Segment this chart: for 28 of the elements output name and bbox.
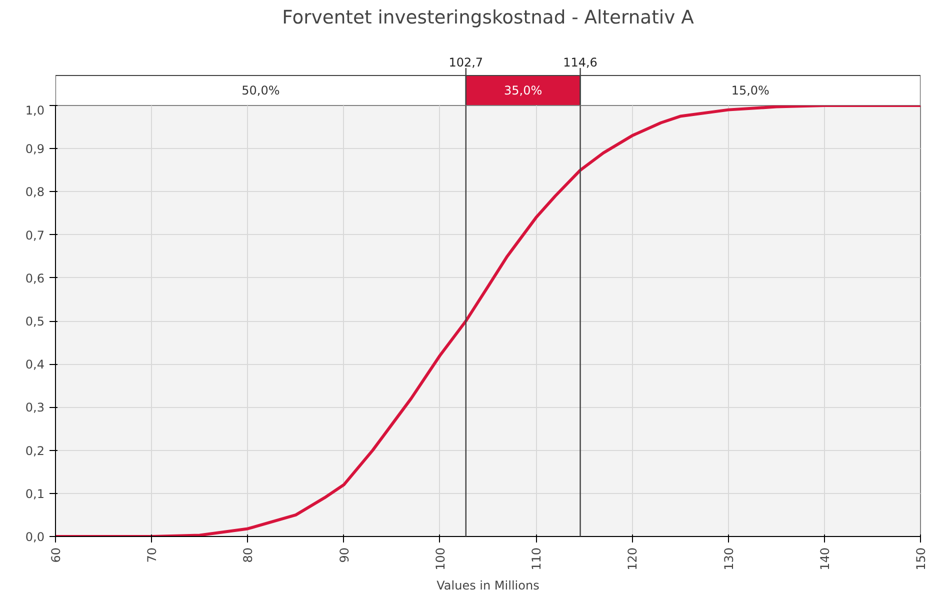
x-tick-label: 80 xyxy=(241,547,256,563)
text: 35,0% xyxy=(504,84,542,98)
text: 15,0% xyxy=(731,84,770,98)
x-tick-label: 110 xyxy=(530,548,544,570)
ref-line-label: 102,7 xyxy=(448,56,484,70)
text: 50,0% xyxy=(242,84,280,98)
y-tick-label: 0,6 xyxy=(25,271,45,286)
x-tick-label: 120 xyxy=(626,548,640,570)
x-tick-label: 90 xyxy=(337,547,352,563)
x-tick-label: 140 xyxy=(818,548,832,570)
x-tick-label: 150 xyxy=(914,548,928,570)
y-tick-label: 0,4 xyxy=(25,358,45,372)
y-tick-label: 0,5 xyxy=(25,314,45,328)
y-tick-label: 1,0 xyxy=(25,104,45,118)
x-tick-label: 70 xyxy=(145,547,160,563)
x-tick-label: 60 xyxy=(49,547,63,563)
y-tick-label: 0,3 xyxy=(25,400,45,415)
y-tick-label: 0,1 xyxy=(25,486,45,501)
y-tick-label: 0,2 xyxy=(25,444,45,458)
y-tick-label: 0,8 xyxy=(25,185,45,200)
y-tick-label: 0,9 xyxy=(25,142,45,156)
chart-title: Forventet investeringskostnad - Alternativ A xyxy=(282,8,694,28)
ref-line-label: 114,6 xyxy=(563,56,598,70)
y-tick-label: 0,7 xyxy=(25,228,45,242)
x-tick-label: 100 xyxy=(433,548,448,570)
y-tick-label: 0,0 xyxy=(25,530,45,544)
x-tick-label: 130 xyxy=(722,548,736,570)
x-axis-title: Values in Millions xyxy=(436,578,540,592)
